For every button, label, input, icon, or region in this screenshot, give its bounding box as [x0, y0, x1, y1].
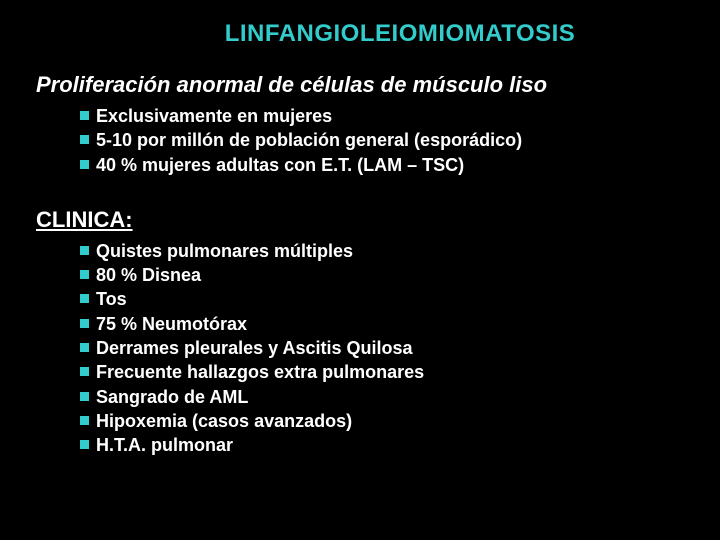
list-item: Exclusivamente en mujeres	[80, 104, 684, 128]
section1-list: Exclusivamente en mujeres 5-10 por milló…	[36, 104, 684, 177]
list-item: 5-10 por millón de población general (es…	[80, 128, 684, 152]
slide-subtitle: Proliferación anormal de células de músc…	[36, 72, 684, 98]
section2-heading: CLINICA:	[36, 207, 684, 233]
list-item: Tos	[80, 287, 684, 311]
list-item: Hipoxemia (casos avanzados)	[80, 409, 684, 433]
list-item: 75 % Neumotórax	[80, 312, 684, 336]
list-item: 40 % mujeres adultas con E.T. (LAM – TSC…	[80, 153, 684, 177]
section2-list: Quistes pulmonares múltiples 80 % Disnea…	[36, 239, 684, 458]
list-item: Quistes pulmonares múltiples	[80, 239, 684, 263]
list-item: 80 % Disnea	[80, 263, 684, 287]
list-item: Derrames pleurales y Ascitis Quilosa	[80, 336, 684, 360]
list-item: H.T.A. pulmonar	[80, 433, 684, 457]
list-item: Sangrado de AML	[80, 385, 684, 409]
list-item: Frecuente hallazgos extra pulmonares	[80, 360, 684, 384]
slide-title: LINFANGIOLEIOMIOMATOSIS	[116, 20, 684, 48]
